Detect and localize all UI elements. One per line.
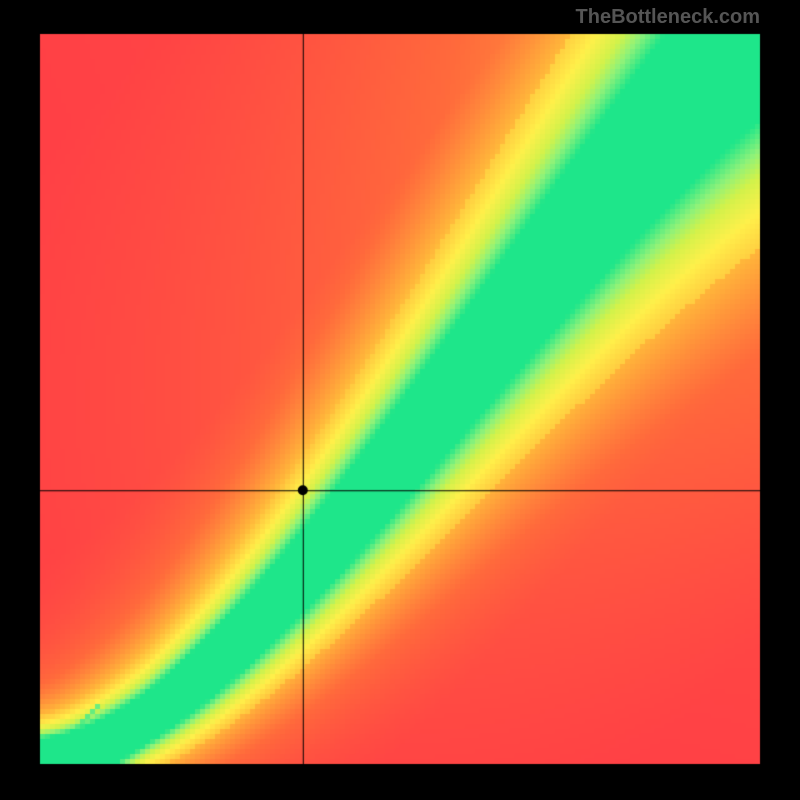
- watermark-text: TheBottleneck.com: [576, 6, 760, 29]
- chart-container: TheBottleneck.com: [0, 0, 800, 800]
- heatmap-canvas: [0, 0, 800, 800]
